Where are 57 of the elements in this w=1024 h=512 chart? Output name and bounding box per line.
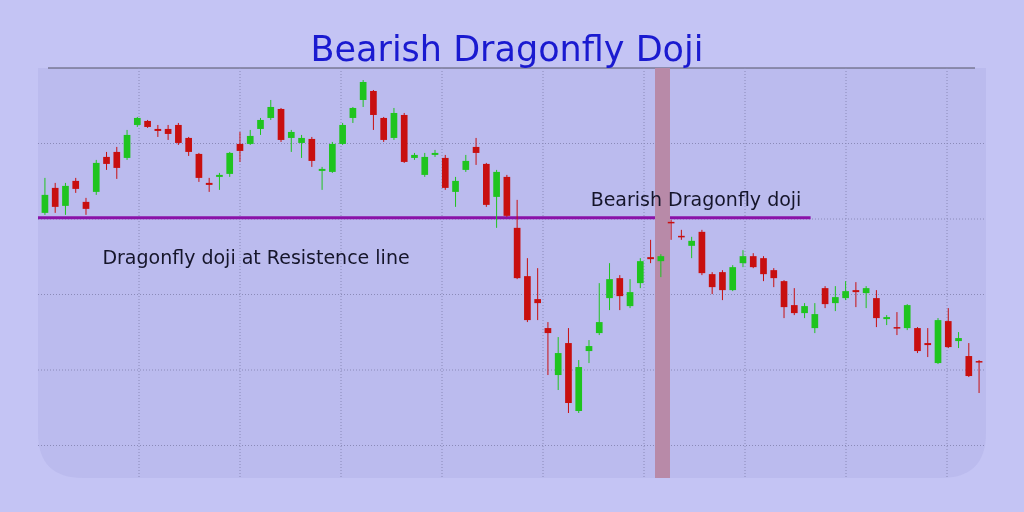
candlestick xyxy=(554,336,562,391)
candlestick xyxy=(585,339,593,364)
candlestick xyxy=(123,129,131,161)
candlestick xyxy=(359,79,367,108)
candlestick xyxy=(914,326,921,354)
candlestick xyxy=(647,239,654,264)
candlestick xyxy=(975,359,983,394)
annotation: Bearish Dragonfly doji xyxy=(590,188,802,210)
candlestick xyxy=(534,267,541,321)
candlestick xyxy=(226,151,234,178)
candlestick xyxy=(965,342,973,378)
candlestick xyxy=(790,287,798,316)
candlestick xyxy=(41,177,49,216)
candlestick xyxy=(308,136,316,168)
candlestick xyxy=(452,176,459,208)
candlestick xyxy=(903,303,911,331)
chart-title: Bearish Dragonfly Doji xyxy=(310,29,704,69)
candlestick xyxy=(821,285,829,309)
candlestick xyxy=(873,289,880,328)
candlestick xyxy=(185,136,192,157)
candlestick xyxy=(708,271,716,295)
candlestick xyxy=(267,99,275,121)
candlestick xyxy=(380,116,388,143)
candlestick xyxy=(472,137,480,166)
candlestick xyxy=(606,262,613,311)
candlestick xyxy=(175,122,182,146)
candlestick xyxy=(852,281,860,308)
candlestick xyxy=(626,278,634,309)
candlestick xyxy=(842,280,849,301)
candlestick xyxy=(729,264,737,292)
candlestick xyxy=(616,274,624,311)
candlestick xyxy=(164,124,172,141)
candlestick xyxy=(113,146,121,180)
candlestick xyxy=(195,152,203,183)
candlestick xyxy=(51,182,59,214)
candlestick xyxy=(595,282,603,336)
candlestick xyxy=(298,134,305,159)
candlestick xyxy=(318,166,326,191)
candlestick xyxy=(339,122,346,146)
candlestick xyxy=(688,236,695,259)
candlestick xyxy=(62,182,69,216)
candlestick xyxy=(657,253,665,278)
candlestick xyxy=(431,149,439,158)
candlestick xyxy=(719,269,726,301)
candlestick xyxy=(832,285,839,312)
candlestick xyxy=(636,257,644,289)
candlestick xyxy=(421,152,429,178)
annotation: Dragonfly doji at Resistence line xyxy=(102,246,410,268)
candlestick xyxy=(544,321,552,376)
candlestick xyxy=(893,311,901,336)
candlestick xyxy=(770,267,778,288)
candlestick xyxy=(287,129,295,153)
candlestick xyxy=(924,327,932,358)
candlestick xyxy=(811,302,819,334)
candlestick xyxy=(760,255,767,282)
candlestick xyxy=(862,285,870,309)
candlestick xyxy=(370,89,377,131)
